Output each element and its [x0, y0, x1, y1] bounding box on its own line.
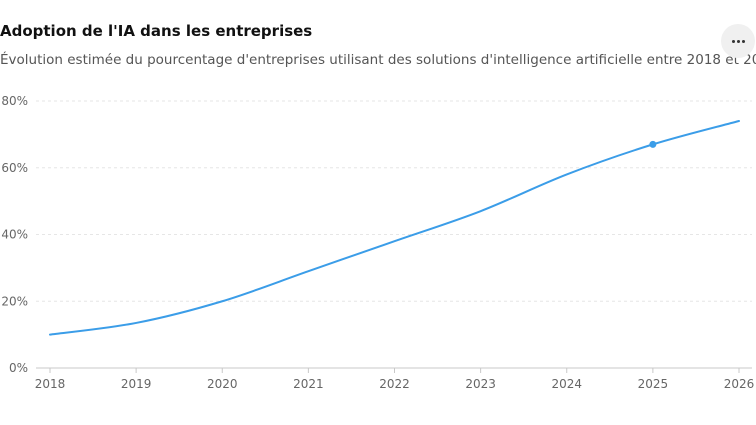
- chart-title: Adoption de l'IA dans les entreprises: [0, 22, 313, 40]
- x-tick-label: 2020: [207, 377, 238, 391]
- y-axis-ticks: 0% 20% 40% 60% 80%: [1, 94, 28, 375]
- series-group: [49, 120, 740, 336]
- x-tick-label: 2024: [551, 377, 582, 391]
- chart-subtitle: Évolution estimée du pourcentage d'entre…: [0, 52, 756, 68]
- x-tick-label: 2021: [293, 377, 324, 391]
- y-tick-label: 60%: [1, 161, 28, 175]
- more-horizontal-icon: [731, 39, 745, 43]
- y-tick-label: 20%: [1, 294, 28, 308]
- grid-lines: [36, 100, 752, 369]
- x-tick-label: 2018: [35, 377, 66, 391]
- series-line: [49, 120, 740, 336]
- x-tick-label: 2023: [465, 377, 496, 391]
- y-tick-label: 0%: [9, 361, 28, 375]
- more-options-button[interactable]: [721, 24, 755, 58]
- y-tick-label: 80%: [1, 94, 28, 108]
- x-tick-label: 2025: [638, 377, 669, 391]
- y-tick-label: 40%: [1, 228, 28, 242]
- x-tick-label: 2022: [379, 377, 410, 391]
- x-tick-label: 2019: [121, 377, 152, 391]
- data-point[interactable]: [649, 140, 657, 148]
- x-tick-label: 2026: [724, 377, 755, 391]
- x-axis-ticks: 2018 2019 2020 2021 2022 2023 2024 2025 2026: [35, 368, 755, 391]
